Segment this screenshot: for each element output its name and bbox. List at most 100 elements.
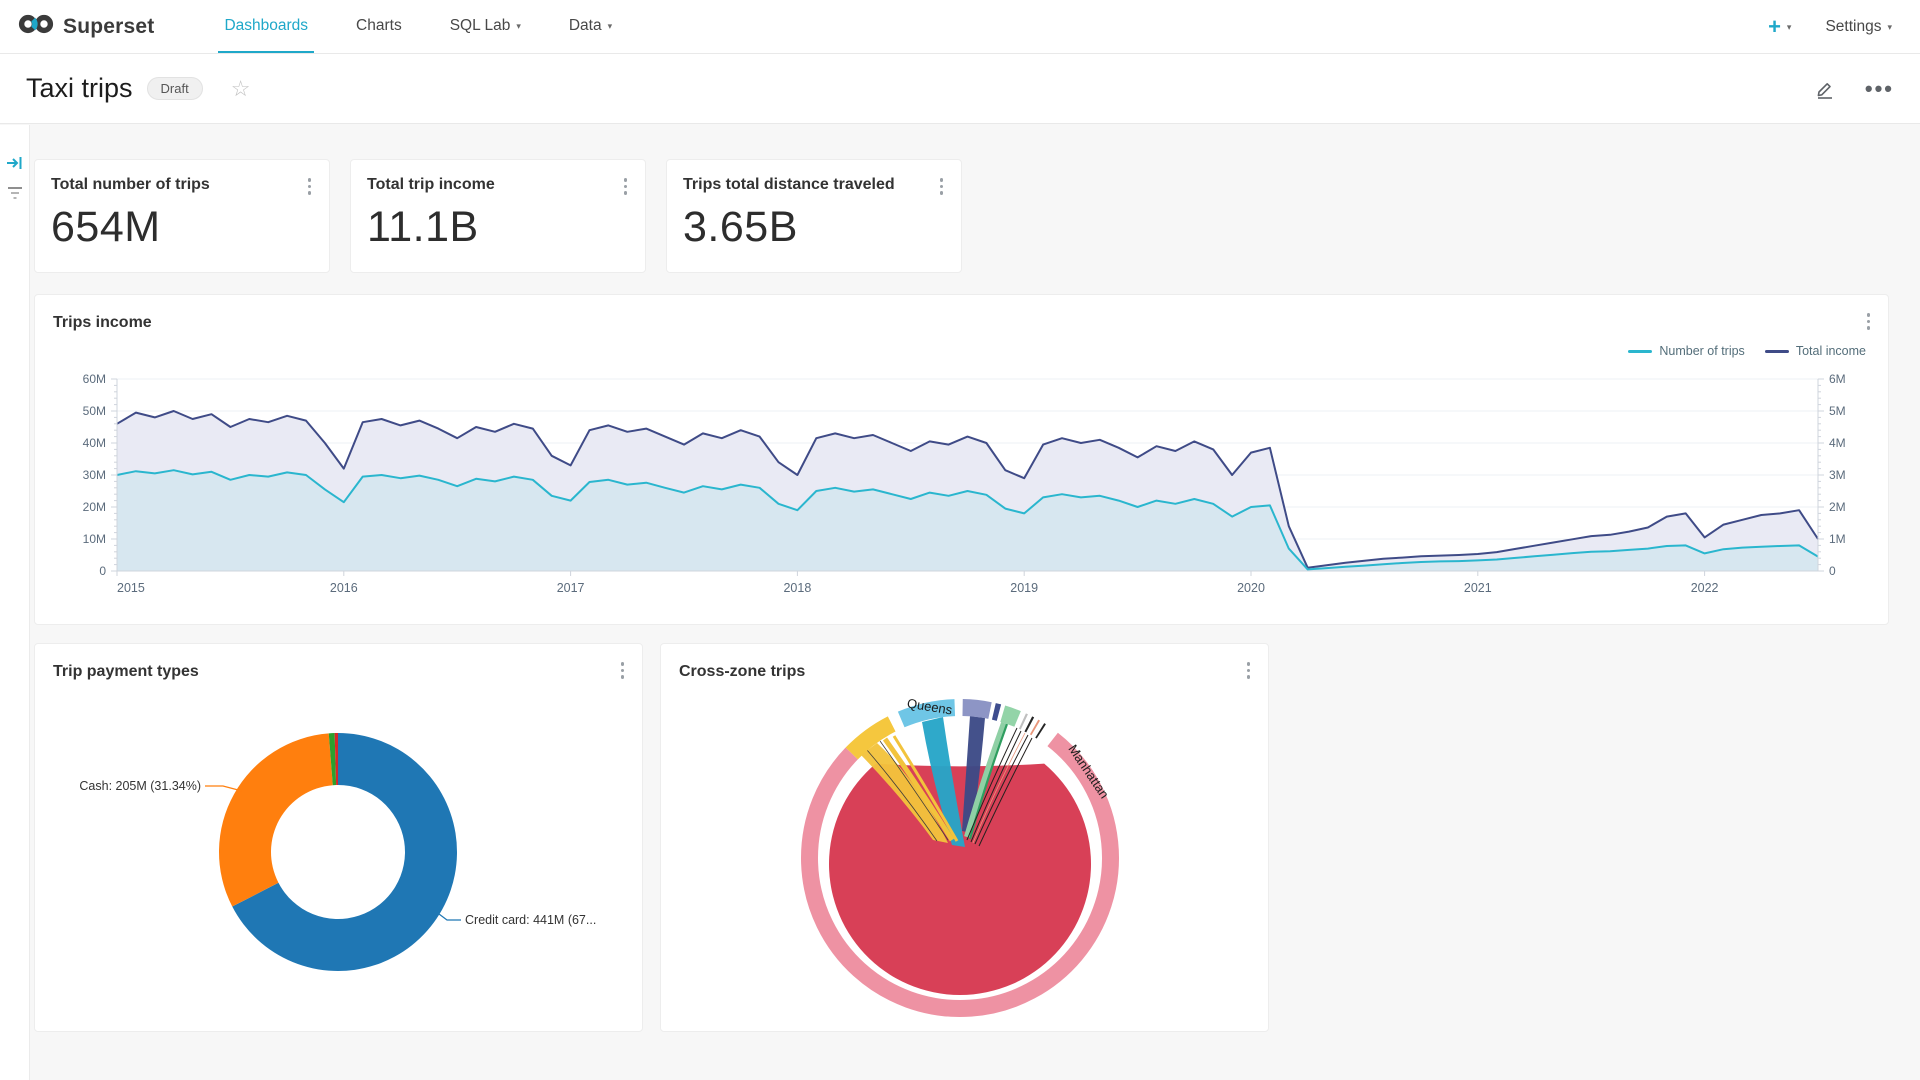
area-number-of-trips [117,470,1818,571]
x-axis-label: 2016 [330,581,358,595]
trips-income-panel: Trips income Number of trips Total incom… [34,294,1889,625]
callout-label-cash: Cash: 205M (31.34%) [79,779,201,793]
right-axis-label: 3M [1829,468,1846,482]
caret-down-icon: ▾ [607,21,613,31]
expand-filters-icon[interactable] [6,155,24,176]
callout-line-credit [430,907,461,921]
x-axis-label: 2019 [1010,581,1038,595]
settings-menu[interactable]: Settings ▾ [1825,17,1892,35]
chord-ribbon [962,716,985,833]
chord-ribbon-line [882,737,955,842]
panel-menu-button[interactable] [1862,310,1876,333]
chord-arc-queens [897,699,956,728]
callout-label-credit: Credit card: 441M (67... [465,913,596,927]
kpi-value: 11.1B [367,203,479,251]
left-axis-label: 40M [83,436,106,450]
x-axis-label: 2022 [1691,581,1719,595]
panel-menu-button[interactable] [1242,659,1256,682]
chord-ribbon-line [970,730,1022,843]
main-nav: Dashboards Charts SQL Lab ▾ Data ▾ [182,0,618,53]
panel-menu-button[interactable] [935,175,949,198]
chord-ribbon-line [968,723,1009,840]
filter-lines-icon[interactable] [6,185,24,206]
panel-title: Trips income [53,314,152,331]
chord-label-queens: Queens [906,696,954,718]
kpi-card-distance: Trips total distance traveled 3.65B [666,159,962,273]
draft-badge: Draft [146,77,203,100]
chord-ribbon [922,717,965,847]
nav-sql-lab[interactable]: SQL Lab ▾ [449,16,521,34]
edit-pencil-icon[interactable] [1815,79,1835,99]
top-navbar: Superset Dashboards Charts SQL Lab ▾ Dat… [0,0,1920,54]
right-axis-label: 4M [1829,436,1846,450]
x-axis-label: 2017 [557,581,585,595]
chord-arc-segment [1000,705,1021,727]
kpi-title: Total trip income [367,176,495,193]
panel-title: Cross-zone trips [679,663,806,680]
kpi-value: 3.65B [683,203,798,251]
favorite-star-icon[interactable]: ☆ [230,75,251,101]
legend-swatch [1628,349,1653,353]
x-axis-label: 2020 [1237,581,1265,595]
panel-title: Trip payment types [53,663,199,680]
filter-bar-collapsed [0,125,30,1080]
nav-dashboards[interactable]: Dashboards [218,0,315,53]
navbar-right: + ▾ Settings ▾ [1768,0,1892,53]
trips-income-line-chart[interactable]: 60M 50M 40M 30M 20M 10M 0 6M 5M 4M 3M 2M 1M 0 2015 2016… [35,295,1890,626]
caret-down-icon: ▾ [516,21,521,31]
chart-legend: Number of trips Total income [1628,344,1866,358]
superset-brand[interactable]: Superset [18,0,154,53]
panel-menu-button[interactable] [616,659,630,682]
chord-ribbon [861,743,948,843]
chord-arc-segment [1018,713,1028,730]
chord-ribbon-line [966,727,1018,841]
right-axis-label: 5M [1829,404,1846,418]
right-axis-label: 0 [1829,564,1836,578]
trip-payment-types-panel: Trip payment types Cash: 205M (31.34%) Cr… [34,643,643,1032]
caret-down-icon: ▾ [1887,22,1892,32]
chord-arc-segment [991,703,1002,721]
nav-data[interactable]: Data ▾ [568,16,613,34]
left-axis-label: 10M [83,532,106,546]
left-axis-label: 50M [83,404,106,418]
kpi-value: 654M [51,203,161,251]
chord-ribbon-line [974,734,1029,845]
plus-icon: + [1768,13,1781,39]
left-axis-label: 0 [99,564,106,578]
line-number-of-trips [116,469,1819,571]
payment-types-donut-chart[interactable]: Cash: 205M (31.34%) Credit card: 441M (67… [35,644,644,1033]
chord-ribbon-line [978,737,1033,847]
new-item-button[interactable]: + ▾ [1768,13,1791,39]
right-axis-label: 6M [1829,372,1846,386]
x-axis-label: 2018 [783,581,811,595]
chord-self-link-manhattan [829,763,1091,995]
left-axis-label: 60M [83,372,106,386]
brand-name: Superset [63,14,155,38]
cross-zone-trips-panel: Cross-zone trips Queens Manhattan [660,643,1269,1032]
dashboard-header: Taxi trips Draft ☆ ••• [0,54,1920,124]
chord-ribbon-line [866,749,938,842]
donut-slice-cash [219,733,333,907]
legend-item-total-income[interactable]: Total income [1764,344,1866,358]
kpi-title: Total number of trips [51,176,210,193]
nav-charts[interactable]: Charts [356,16,402,34]
chord-ribbon-line [892,735,959,842]
callout-line-cash [205,785,243,792]
panel-menu-button[interactable] [619,175,633,198]
superset-logo-icon [18,11,54,42]
chord-arc-segment [845,716,896,760]
donut-slice-small [328,733,337,786]
chord-arc-segment [962,699,992,719]
donut-slice-small [334,733,338,786]
right-axis-label: 1M [1829,532,1846,546]
legend-swatch [1764,349,1789,353]
left-axis-label: 30M [83,468,106,482]
chord-arc-manhattan [801,732,1119,1017]
panel-menu-button[interactable] [303,175,317,198]
kpi-title: Trips total distance traveled [683,176,895,193]
legend-item-number-of-trips[interactable]: Number of trips [1628,344,1745,358]
chord-arc-segment [1035,723,1046,739]
right-axis-label: 2M [1829,500,1846,514]
